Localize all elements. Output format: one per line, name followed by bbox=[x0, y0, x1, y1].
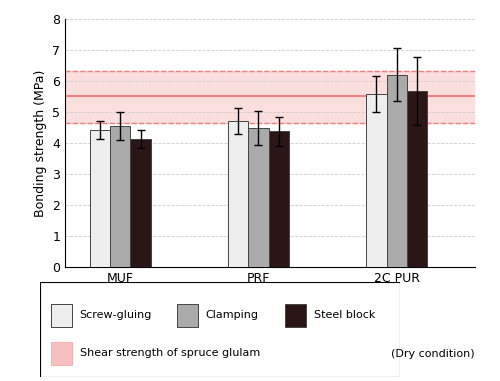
FancyBboxPatch shape bbox=[51, 342, 72, 365]
Bar bbox=[366, 94, 386, 267]
Text: (Dry condition): (Dry condition) bbox=[392, 349, 475, 359]
Text: Screw-gluing: Screw-gluing bbox=[80, 310, 152, 320]
Bar bbox=[130, 139, 150, 267]
Text: Steel block: Steel block bbox=[314, 310, 375, 320]
Bar bbox=[90, 130, 110, 267]
Bar bbox=[386, 75, 407, 267]
Bar bbox=[248, 128, 268, 267]
X-axis label: Adhesive: Adhesive bbox=[238, 290, 302, 304]
Bar bbox=[228, 120, 248, 267]
Bar bbox=[268, 131, 289, 267]
FancyBboxPatch shape bbox=[40, 282, 400, 377]
Bar bbox=[407, 91, 427, 267]
Text: Shear strength of spruce glulam: Shear strength of spruce glulam bbox=[80, 348, 260, 359]
FancyBboxPatch shape bbox=[177, 304, 199, 327]
Text: Clamping: Clamping bbox=[206, 310, 258, 320]
Y-axis label: Bonding strength (MPa): Bonding strength (MPa) bbox=[34, 69, 46, 216]
Bar bbox=[110, 126, 130, 267]
FancyBboxPatch shape bbox=[285, 304, 306, 327]
FancyBboxPatch shape bbox=[51, 304, 72, 327]
Bar bbox=[65, 71, 475, 123]
